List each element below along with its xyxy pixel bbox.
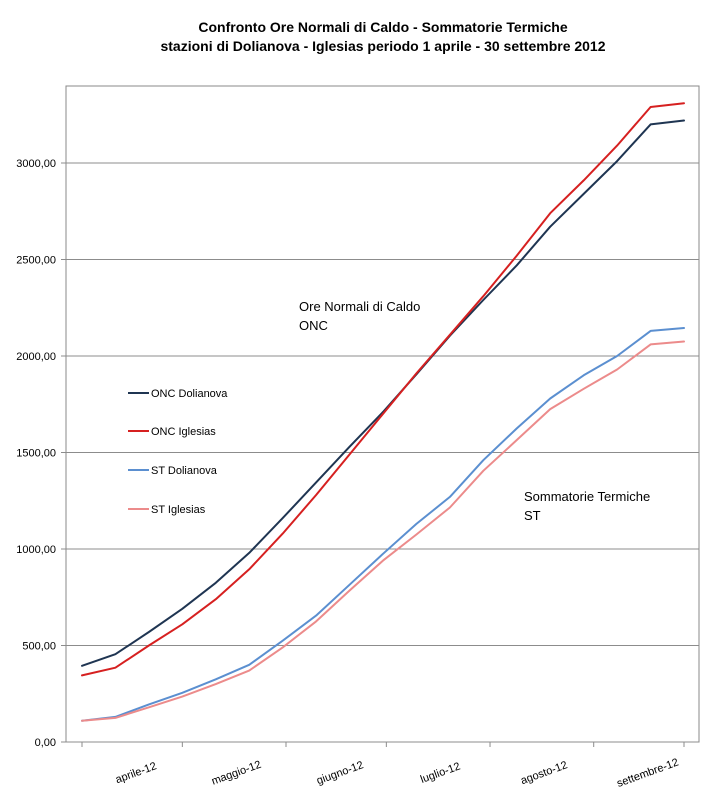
y-tick-label: 0,00: [35, 737, 56, 749]
annotation-line: Ore Normali di Caldo: [299, 299, 420, 314]
legend-label-onc-iglesias: ONC Iglesias: [151, 426, 216, 438]
series-line-st-iglesias: [81, 340, 685, 722]
series-line-onc-dolianova: [81, 119, 685, 667]
annotation-line: ONC: [299, 318, 328, 333]
series-line-st-dolianova: [81, 327, 685, 722]
y-tick-label: 1500,00: [16, 448, 56, 460]
legend-label-onc-dolianova: ONC Dolianova: [151, 388, 228, 400]
y-tick-label: 1000,00: [16, 544, 56, 556]
annotations: Ore Normali di Caldo ONC Sommatorie Termic…: [299, 299, 650, 523]
y-tick-label: 2500,00: [16, 255, 56, 267]
legend-label-st-iglesias: ST Iglesias: [151, 504, 206, 516]
series-line-onc-iglesias: [81, 102, 685, 677]
chart-subtitle: stazioni di Dolianova - Iglesias periodo…: [160, 38, 605, 54]
legend-label-st-dolianova: ST Dolianova: [151, 465, 218, 477]
y-tick-label: 2000,00: [16, 351, 56, 363]
annotation-line: Sommatorie Termiche: [524, 489, 650, 504]
chart-title: Confronto Ore Normali di Caldo - Sommato…: [198, 19, 567, 35]
y-tick-label: 500,00: [22, 641, 56, 653]
legend: ONC Dolianova ONC Iglesias ST Dolianova ST …: [128, 388, 228, 516]
annotation-line: ST: [524, 508, 541, 523]
y-tick-label: 3000,00: [16, 158, 56, 170]
grid-layer: [66, 162, 699, 646]
series-layer: [81, 102, 685, 722]
